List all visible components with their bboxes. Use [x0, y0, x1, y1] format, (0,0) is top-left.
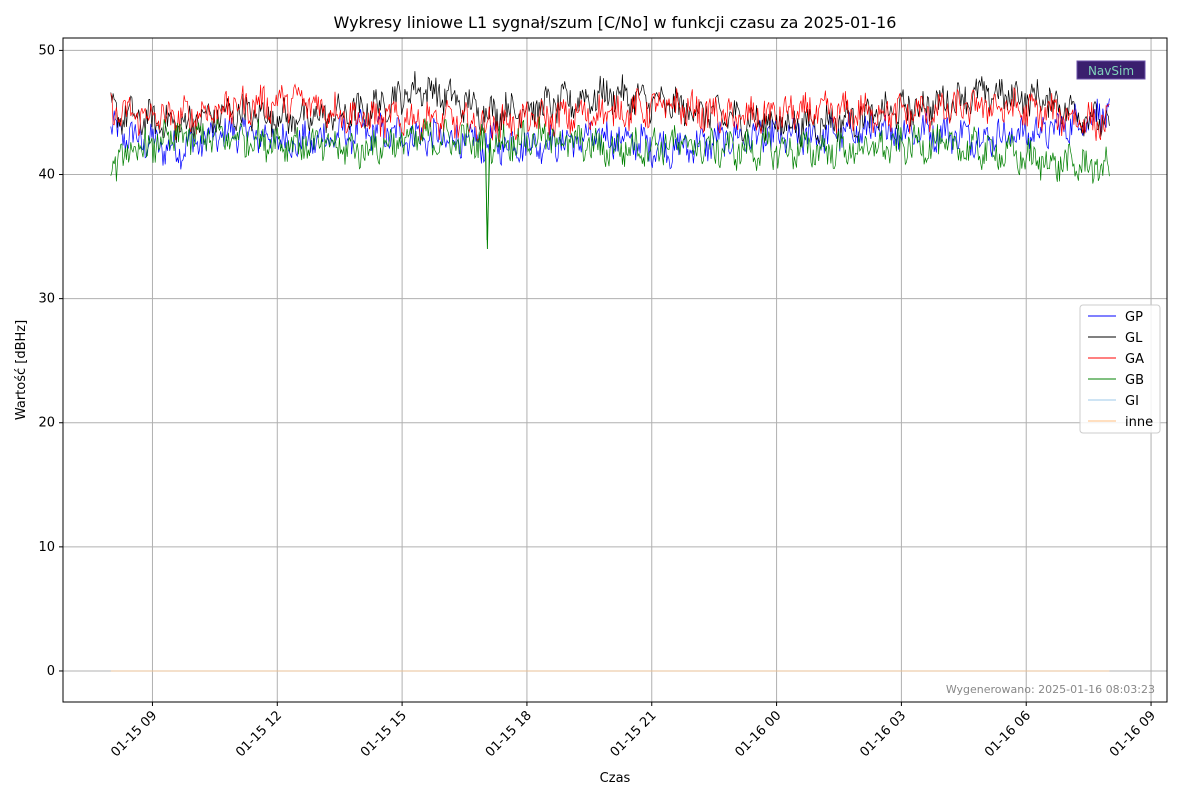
- plot-frame: [62, 37, 1168, 703]
- x-axis: 01-15 09 01-15 12 01-15 15 01-15 18 01-15 21…: [108, 702, 1159, 760]
- x-tick-label: 01-16 03: [857, 708, 909, 760]
- legend-label-GA: GA: [1125, 352, 1144, 367]
- y-tick-label: 20: [38, 416, 55, 431]
- y-tick-label: 50: [38, 43, 55, 58]
- series-line-GB: [110, 116, 1110, 241]
- series-lines: [110, 71, 1110, 672]
- y-axis: 0 10 20 30 40 50: [38, 43, 63, 679]
- legend-label-inne: inne: [1125, 415, 1153, 430]
- x-tick-label: 01-16 09: [1107, 708, 1159, 760]
- legend-label-GI: GI: [1125, 394, 1139, 409]
- y-tick-label: 0: [47, 664, 55, 679]
- x-tick-label: 01-15 21: [608, 708, 660, 760]
- y-axis-label: Wartość [dBHz]: [14, 320, 29, 420]
- legend-label-GP: GP: [1125, 310, 1143, 325]
- series-dip-GB: [484, 143, 490, 249]
- x-tick-label: 01-16 00: [732, 708, 784, 760]
- x-tick-label: 01-15 18: [483, 708, 535, 760]
- chart-title: Wykresy liniowe L1 sygnał/szum [C/No] w …: [334, 13, 897, 32]
- series-line-GA: [110, 83, 1110, 143]
- series-line-GL: [110, 71, 1110, 147]
- x-tick-label: 01-15 12: [233, 708, 285, 760]
- y-tick-label: 40: [38, 168, 55, 183]
- x-axis-label: Czas: [600, 771, 631, 786]
- legend-box: [1079, 304, 1161, 434]
- legend-label-GB: GB: [1125, 373, 1144, 388]
- x-tick-label: 01-15 09: [108, 708, 160, 760]
- watermark-logo: NavSim: [1076, 60, 1146, 80]
- x-tick-label: 01-16 06: [982, 708, 1034, 760]
- y-tick-label: 10: [38, 540, 55, 555]
- legend-label-GL: GL: [1125, 331, 1143, 346]
- generated-timestamp: Wygenerowano: 2025-01-16 08:03:23: [946, 683, 1155, 696]
- x-tick-label: 01-15 15: [358, 708, 410, 760]
- legend: GP GL GA GB GI inne: [1079, 304, 1161, 434]
- y-tick-label: 30: [38, 292, 55, 307]
- watermark-text: NavSim: [1088, 64, 1134, 78]
